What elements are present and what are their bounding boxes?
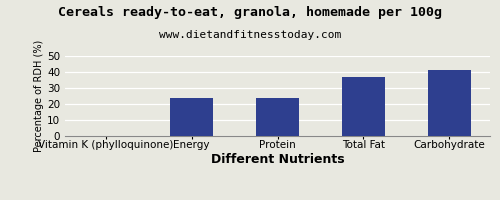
Bar (256, 98, 299, 136)
Y-axis label: Percentage of RDH (%): Percentage of RDH (%) (34, 40, 44, 152)
Text: www.dietandfitnesstoday.com: www.dietandfitnesstoday.com (159, 30, 341, 40)
X-axis label: Different Nutrients: Different Nutrients (210, 153, 344, 166)
Bar (170, 98, 213, 136)
Bar (428, 70, 470, 136)
Text: Cereals ready-to-eat, granola, homemade per 100g: Cereals ready-to-eat, granola, homemade … (58, 6, 442, 19)
Bar (342, 77, 385, 136)
